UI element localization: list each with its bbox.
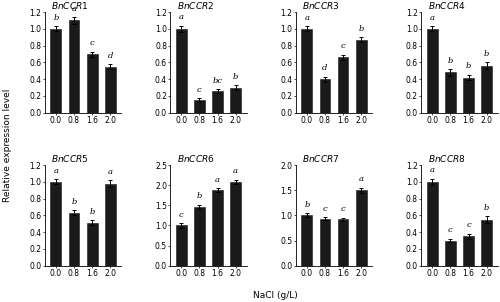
Text: c: c bbox=[448, 226, 453, 234]
Text: bc: bc bbox=[212, 77, 222, 85]
Text: c: c bbox=[90, 39, 94, 47]
Bar bbox=[338, 57, 348, 113]
Text: b: b bbox=[53, 14, 59, 22]
Bar bbox=[194, 100, 205, 113]
Text: Relative expression level: Relative expression level bbox=[2, 88, 12, 202]
Bar bbox=[230, 88, 241, 113]
Text: a: a bbox=[304, 14, 310, 22]
Text: c: c bbox=[179, 211, 184, 219]
Bar bbox=[445, 241, 456, 266]
Text: c: c bbox=[466, 221, 471, 229]
Text: $\bf{\it{BnCCR5}}$: $\bf{\it{BnCCR5}}$ bbox=[51, 153, 89, 164]
Text: a: a bbox=[358, 175, 364, 183]
Bar bbox=[212, 91, 223, 113]
Bar bbox=[105, 67, 116, 113]
Bar bbox=[86, 54, 98, 113]
Text: d: d bbox=[108, 52, 113, 59]
Text: a: a bbox=[215, 176, 220, 184]
Bar bbox=[481, 220, 492, 266]
Text: a: a bbox=[233, 167, 238, 175]
Text: a: a bbox=[54, 167, 59, 175]
Bar bbox=[427, 29, 438, 113]
Bar bbox=[463, 78, 474, 113]
Bar bbox=[50, 182, 62, 266]
Bar bbox=[445, 72, 456, 113]
Bar bbox=[105, 184, 116, 266]
Bar bbox=[302, 29, 312, 113]
Text: b: b bbox=[90, 208, 95, 216]
Text: c: c bbox=[322, 205, 328, 213]
Bar bbox=[356, 40, 366, 113]
Bar bbox=[176, 226, 187, 266]
Bar bbox=[463, 236, 474, 266]
Bar bbox=[427, 182, 438, 266]
Text: a: a bbox=[108, 168, 112, 176]
Text: b: b bbox=[466, 63, 471, 70]
Bar bbox=[68, 213, 80, 266]
Text: $\bf{\it{BnCCR7}}$: $\bf{\it{BnCCR7}}$ bbox=[302, 153, 340, 164]
Bar bbox=[68, 21, 80, 113]
Text: $\bf{\it{BnCCR8}}$: $\bf{\it{BnCCR8}}$ bbox=[428, 153, 466, 164]
Bar bbox=[194, 207, 205, 266]
Text: a: a bbox=[430, 166, 435, 174]
Bar bbox=[338, 220, 348, 266]
Text: b: b bbox=[358, 25, 364, 33]
Text: $\bf{\it{BnCCR4}}$: $\bf{\it{BnCCR4}}$ bbox=[428, 0, 466, 11]
Bar bbox=[230, 182, 241, 266]
Text: $\bf{\it{BnCCR1}}$: $\bf{\it{BnCCR1}}$ bbox=[51, 0, 88, 11]
Bar bbox=[302, 215, 312, 266]
Bar bbox=[176, 29, 187, 113]
Text: d: d bbox=[322, 64, 328, 72]
Text: NaCl (g/L): NaCl (g/L) bbox=[252, 291, 298, 300]
Text: c: c bbox=[340, 42, 345, 50]
Text: $\bf{\it{BnCCR3}}$: $\bf{\it{BnCCR3}}$ bbox=[302, 0, 340, 11]
Bar bbox=[481, 66, 492, 113]
Text: b: b bbox=[304, 201, 310, 209]
Text: $\bf{\it{BnCCR2}}$: $\bf{\it{BnCCR2}}$ bbox=[176, 0, 214, 11]
Bar bbox=[50, 29, 62, 113]
Bar bbox=[320, 79, 330, 113]
Text: b: b bbox=[448, 56, 453, 65]
Text: a: a bbox=[72, 5, 76, 13]
Text: $\bf{\it{BnCCR6}}$: $\bf{\it{BnCCR6}}$ bbox=[176, 153, 214, 164]
Text: b: b bbox=[484, 50, 490, 58]
Text: c: c bbox=[340, 205, 345, 214]
Text: b: b bbox=[72, 198, 76, 206]
Text: b: b bbox=[197, 192, 202, 200]
Text: a: a bbox=[179, 13, 184, 21]
Text: a: a bbox=[430, 14, 435, 22]
Bar bbox=[212, 191, 223, 266]
Bar bbox=[320, 219, 330, 266]
Text: b: b bbox=[484, 204, 490, 212]
Bar bbox=[356, 190, 366, 266]
Text: b: b bbox=[233, 72, 238, 81]
Bar bbox=[86, 223, 98, 266]
Text: c: c bbox=[197, 86, 202, 94]
